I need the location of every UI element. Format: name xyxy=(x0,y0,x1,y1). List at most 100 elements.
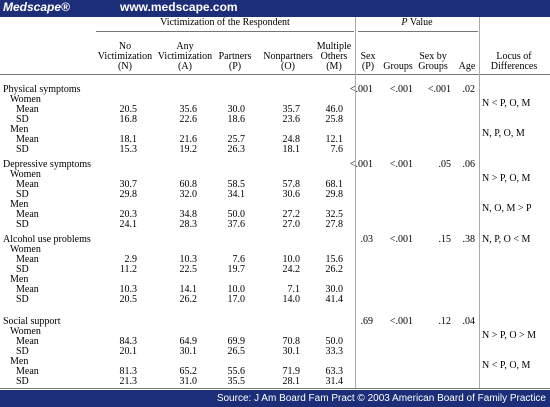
cell: 71.9 xyxy=(282,366,301,377)
cell: 30.1 xyxy=(179,346,198,357)
group-label: Men xyxy=(10,124,29,135)
cell: 34.8 xyxy=(179,209,198,220)
cell: 26.3 xyxy=(227,144,246,155)
cell: 50.0 xyxy=(325,336,344,347)
cell: 18.6 xyxy=(227,114,246,125)
cell: 30.0 xyxy=(325,284,344,295)
cell: 10.3 xyxy=(119,284,138,295)
row-label: Mean xyxy=(16,179,39,190)
cell: 26.2 xyxy=(179,294,198,305)
column-header: Groups xyxy=(383,61,413,72)
cell: 21.3 xyxy=(119,376,138,387)
row-label: SD xyxy=(16,189,29,200)
row-label: Mean xyxy=(16,336,39,347)
cell: 30.0 xyxy=(227,104,246,115)
cell: 27.0 xyxy=(282,219,301,230)
cell: 26.5 xyxy=(227,346,246,357)
column-header: Sex (P) xyxy=(360,51,376,72)
cell: 37.6 xyxy=(227,219,246,230)
column-header: Age xyxy=(458,61,476,72)
cell: 11.2 xyxy=(119,264,137,275)
cell: 18.1 xyxy=(282,144,301,155)
cell: 64.9 xyxy=(179,336,198,347)
locus: N < P, O, M xyxy=(482,360,531,371)
locus: N > P, O, M xyxy=(482,173,531,184)
cell: 32.5 xyxy=(325,209,344,220)
cell: 33.3 xyxy=(325,346,344,357)
locus: N, P, O < M xyxy=(482,234,531,245)
cell: 19.7 xyxy=(227,264,246,275)
cell: 19.2 xyxy=(179,144,198,155)
divider xyxy=(479,17,480,388)
cell: 69.9 xyxy=(227,336,246,347)
group-header: Victimization of the Respondent xyxy=(160,17,290,28)
cell: 24.1 xyxy=(119,219,138,230)
brand: Medscape® xyxy=(3,0,70,14)
cell: 2.9 xyxy=(124,254,138,265)
cell: 25.8 xyxy=(325,114,344,125)
rule xyxy=(0,388,550,389)
cell: 17.0 xyxy=(227,294,246,305)
p-value: <.001 xyxy=(389,316,413,327)
cell: 27.2 xyxy=(282,209,301,220)
cell: 24.2 xyxy=(282,264,301,275)
cell: 41.4 xyxy=(325,294,344,305)
cell: 28.3 xyxy=(179,219,198,230)
cell: 27.8 xyxy=(325,219,344,230)
p-value: .03 xyxy=(360,234,374,245)
column-header: Any Victimization (A) xyxy=(157,41,213,72)
cell: 65.2 xyxy=(179,366,198,377)
column-header: Sex by Groups xyxy=(418,51,448,72)
cell: 35.6 xyxy=(179,104,198,115)
cell: 63.3 xyxy=(325,366,344,377)
p-value: <.001 xyxy=(349,159,373,170)
cell: 16.8 xyxy=(119,114,138,125)
cell: 20.3 xyxy=(119,209,138,220)
row-label: SD xyxy=(16,346,29,357)
source: Source: J Am Board Fam Pract © 2003 Amer… xyxy=(216,393,546,404)
cell: 58.5 xyxy=(227,179,246,190)
group-label: Women xyxy=(10,94,41,105)
p-value: .12 xyxy=(438,316,452,327)
rule xyxy=(0,74,550,75)
row-label: Mean xyxy=(16,284,39,295)
section-label: Physical symptoms xyxy=(3,84,81,95)
row-label: Mean xyxy=(16,134,39,145)
cell: 7.6 xyxy=(330,144,344,155)
cell: 35.5 xyxy=(227,376,246,387)
section-label: Social support xyxy=(3,316,61,327)
cell: 29.8 xyxy=(119,189,138,200)
section-label: Depressive symptoms xyxy=(3,159,92,170)
cell: 7.6 xyxy=(232,254,246,265)
column-header: No Victimization (N) xyxy=(97,41,153,72)
locus: N < P, O, M xyxy=(482,98,531,109)
cell: 24.8 xyxy=(282,134,301,145)
column-header: Nonpartners (O) xyxy=(263,51,313,72)
cell: 30.6 xyxy=(282,189,301,200)
group-header: P Value xyxy=(401,17,433,28)
row-label: SD xyxy=(16,264,29,275)
cell: 81.3 xyxy=(119,366,138,377)
p-value: .06 xyxy=(462,159,476,170)
p-value: .69 xyxy=(360,316,374,327)
group-label: Women xyxy=(10,244,41,255)
row-label: Mean xyxy=(16,209,39,220)
section-label: Alcohol use problems xyxy=(3,234,91,245)
cell: 22.6 xyxy=(179,114,198,125)
cell: 84.3 xyxy=(119,336,138,347)
p-value: .05 xyxy=(438,159,452,170)
row-label: SD xyxy=(16,219,29,230)
rule xyxy=(96,31,354,32)
cell: 70.8 xyxy=(282,336,301,347)
row-label: Mean xyxy=(16,254,39,265)
cell: 26.2 xyxy=(325,264,344,275)
cell: 12.1 xyxy=(325,134,344,145)
p-value: <.001 xyxy=(389,159,413,170)
cell: 14.0 xyxy=(282,294,301,305)
cell: 10.0 xyxy=(227,284,246,295)
footer-bar xyxy=(0,390,550,407)
group-label: Men xyxy=(10,199,29,210)
site-url: www.medscape.com xyxy=(120,0,238,14)
row-label: Mean xyxy=(16,104,39,115)
